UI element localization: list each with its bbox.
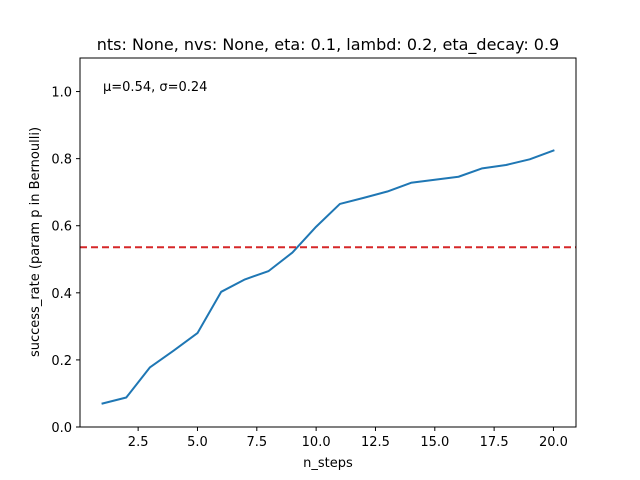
plot-area: 2.5 5.0 7.5 10.0 12.5 15.0 17.5 20.0 0.0 0.2 0.4 0.…: [51, 57, 577, 450]
x-tick-label: 10.0: [302, 435, 331, 450]
y-tick-label: 0.2: [51, 354, 72, 369]
x-tick-label: 7.5: [246, 435, 267, 450]
x-tick-label: 12.5: [361, 435, 390, 450]
series-line-0: [101, 149, 555, 405]
y-axis-label: success_rate (param p in Bernoulli): [28, 127, 43, 357]
y-tick-label: 0.6: [51, 220, 72, 235]
y-tick-label: 1.0: [51, 86, 72, 101]
x-tick-label: 5.0: [187, 435, 208, 450]
x-axis-label: n_steps: [303, 456, 353, 471]
stats-annotation: μ=0.54, σ=0.24: [103, 80, 207, 95]
x-tick-label: 17.5: [480, 435, 509, 450]
y-tick-label: 0.4: [51, 287, 72, 302]
y-tick-label: 0.8: [51, 153, 72, 168]
y-tick-label: 0.0: [51, 421, 72, 436]
x-tick-label: 20.0: [539, 435, 568, 450]
x-tick-label: 2.5: [128, 435, 149, 450]
chart-title: nts: None, nvs: None, eta: 0.1, lambd: 0…: [97, 35, 559, 55]
axes-frame: [79, 57, 577, 428]
x-tick-label: 15.0: [420, 435, 449, 450]
